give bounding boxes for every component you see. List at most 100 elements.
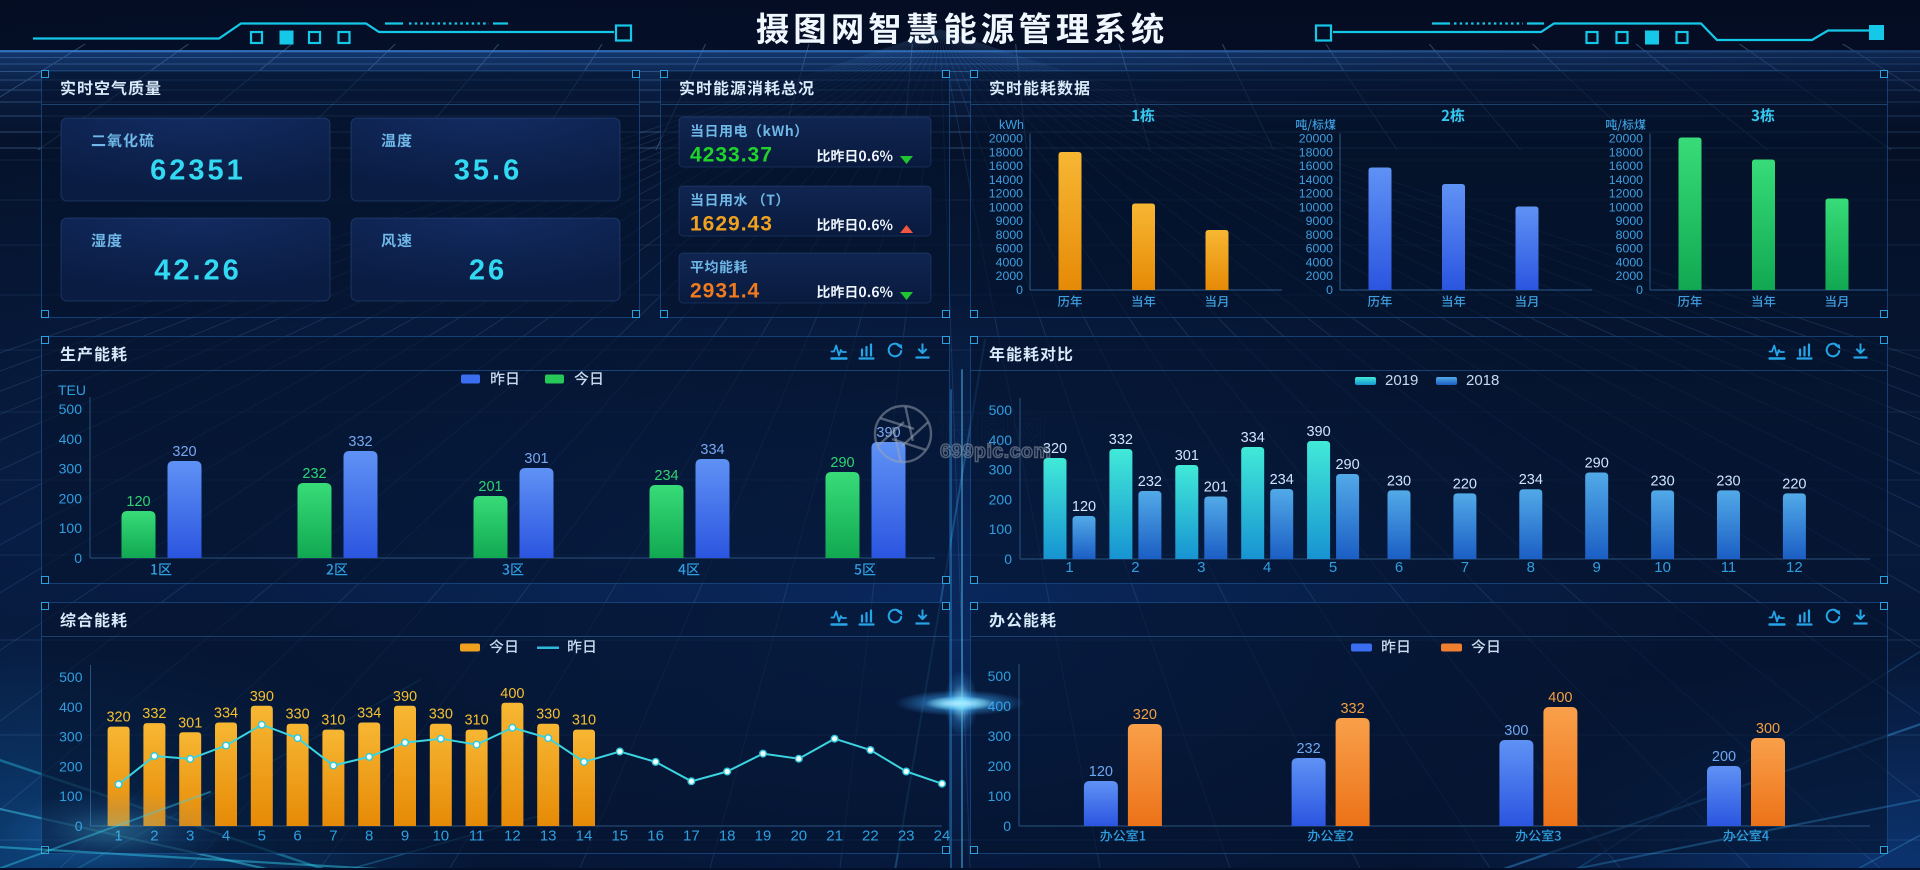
svg-text:200: 200 xyxy=(1712,749,1736,765)
svg-text:23: 23 xyxy=(898,828,915,845)
svg-text:9000: 9000 xyxy=(996,214,1024,228)
svg-text:16: 16 xyxy=(647,828,664,845)
svg-text:19: 19 xyxy=(755,828,772,845)
svg-text:0: 0 xyxy=(75,818,83,834)
svg-text:100: 100 xyxy=(59,788,83,804)
svg-text:120: 120 xyxy=(1089,764,1113,780)
svg-text:334: 334 xyxy=(357,705,381,721)
svg-text:234: 234 xyxy=(1519,472,1543,488)
svg-text:390: 390 xyxy=(393,689,417,705)
svg-text:8: 8 xyxy=(365,828,373,845)
svg-text:15: 15 xyxy=(611,828,628,845)
svg-text:334: 334 xyxy=(1241,430,1265,446)
svg-text:0: 0 xyxy=(1004,551,1012,567)
svg-text:301: 301 xyxy=(178,715,202,731)
svg-text:10000: 10000 xyxy=(1299,200,1333,214)
svg-text:332: 332 xyxy=(142,706,166,722)
svg-text:17: 17 xyxy=(683,828,700,845)
svg-text:310: 310 xyxy=(321,713,345,729)
svg-text:200: 200 xyxy=(988,758,1012,774)
svg-text:4000: 4000 xyxy=(1306,255,1334,269)
svg-text:4000: 4000 xyxy=(996,255,1024,269)
svg-text:300: 300 xyxy=(988,728,1012,744)
svg-text:400: 400 xyxy=(1548,690,1572,706)
svg-text:8000: 8000 xyxy=(996,228,1024,242)
svg-text:12000: 12000 xyxy=(1299,187,1333,201)
svg-text:7: 7 xyxy=(1461,559,1469,576)
svg-text:14000: 14000 xyxy=(1299,173,1333,187)
svg-text:20000: 20000 xyxy=(1609,132,1643,146)
svg-text:9000: 9000 xyxy=(1306,214,1334,228)
svg-text:18000: 18000 xyxy=(1609,145,1643,159)
svg-text:300: 300 xyxy=(59,461,83,477)
svg-text:10: 10 xyxy=(1654,559,1671,576)
svg-text:500: 500 xyxy=(59,669,83,685)
svg-text:9: 9 xyxy=(1593,559,1601,576)
svg-text:35.6: 35.6 xyxy=(454,155,522,187)
svg-text:500: 500 xyxy=(59,401,83,417)
svg-text:10000: 10000 xyxy=(989,200,1023,214)
svg-text:220: 220 xyxy=(1453,476,1477,492)
svg-text:8: 8 xyxy=(1527,559,1535,576)
svg-text:201: 201 xyxy=(1204,480,1228,496)
svg-text:8000: 8000 xyxy=(1306,228,1334,242)
svg-text:234: 234 xyxy=(1270,472,1294,488)
svg-text:390: 390 xyxy=(1306,424,1330,440)
svg-text:0: 0 xyxy=(74,550,82,566)
svg-text:20000: 20000 xyxy=(989,132,1023,146)
svg-text:26: 26 xyxy=(469,255,507,287)
svg-text:TEU: TEU xyxy=(58,382,86,398)
svg-text:234: 234 xyxy=(654,468,678,484)
svg-text:320: 320 xyxy=(1133,707,1157,723)
svg-text:220: 220 xyxy=(1782,476,1806,492)
svg-text:390: 390 xyxy=(250,689,274,705)
svg-text:230: 230 xyxy=(1650,473,1674,489)
svg-text:2000: 2000 xyxy=(996,269,1024,283)
svg-text:6000: 6000 xyxy=(1616,242,1644,256)
svg-text:12000: 12000 xyxy=(1609,187,1643,201)
svg-text:200: 200 xyxy=(989,491,1013,507)
svg-text:18000: 18000 xyxy=(1299,145,1333,159)
svg-text:330: 330 xyxy=(429,707,453,723)
svg-text:310: 310 xyxy=(572,713,596,729)
svg-text:11: 11 xyxy=(1721,559,1737,576)
svg-text:42.26: 42.26 xyxy=(154,255,242,287)
svg-text:9: 9 xyxy=(401,828,409,845)
svg-text:1: 1 xyxy=(1065,559,1073,576)
svg-text:310: 310 xyxy=(464,713,488,729)
svg-text:400: 400 xyxy=(989,432,1013,448)
svg-text:330: 330 xyxy=(285,707,309,723)
svg-text:0: 0 xyxy=(1016,283,1023,297)
svg-text:232: 232 xyxy=(1296,741,1320,757)
svg-text:120: 120 xyxy=(1072,499,1096,515)
svg-text:2019: 2019 xyxy=(1385,372,1418,389)
svg-text:6: 6 xyxy=(293,828,301,845)
svg-text:18: 18 xyxy=(719,828,736,845)
svg-text:4000: 4000 xyxy=(1616,255,1644,269)
svg-text:12: 12 xyxy=(504,828,521,845)
svg-text:6: 6 xyxy=(1395,559,1403,576)
svg-text:0: 0 xyxy=(1326,283,1333,297)
svg-text:5: 5 xyxy=(1329,559,1337,576)
svg-text:12000: 12000 xyxy=(989,187,1023,201)
svg-text:24: 24 xyxy=(934,828,950,845)
svg-text:14: 14 xyxy=(576,828,593,845)
svg-text:500: 500 xyxy=(988,668,1012,684)
svg-text:3: 3 xyxy=(1197,559,1205,576)
svg-text:18000: 18000 xyxy=(989,145,1023,159)
svg-text:320: 320 xyxy=(172,444,196,460)
svg-text:22: 22 xyxy=(862,828,879,845)
svg-text:400: 400 xyxy=(500,686,524,702)
svg-text:6000: 6000 xyxy=(996,242,1024,256)
svg-text:330: 330 xyxy=(536,707,560,723)
svg-text:10: 10 xyxy=(432,828,449,845)
svg-text:16000: 16000 xyxy=(1299,159,1333,173)
svg-text:6000: 6000 xyxy=(1306,242,1334,256)
svg-text:7: 7 xyxy=(329,828,337,845)
svg-text:11: 11 xyxy=(469,828,485,845)
svg-text:0: 0 xyxy=(1636,283,1643,297)
svg-text:230: 230 xyxy=(1716,473,1740,489)
svg-text:334: 334 xyxy=(214,705,238,721)
svg-text:332: 332 xyxy=(1109,432,1133,448)
svg-text:290: 290 xyxy=(830,455,854,471)
